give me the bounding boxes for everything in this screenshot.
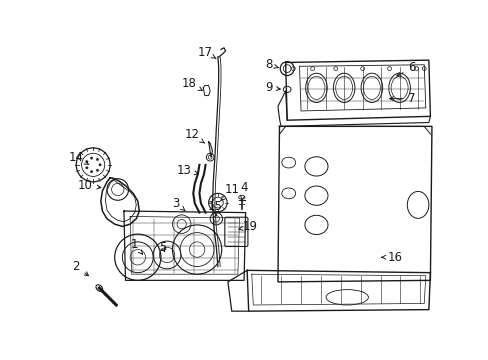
Text: 11: 11: [220, 183, 239, 201]
Text: 16: 16: [381, 251, 402, 264]
Text: 1: 1: [130, 238, 142, 254]
Text: 8: 8: [264, 58, 278, 71]
Text: 6: 6: [396, 61, 415, 76]
Text: 3: 3: [172, 197, 184, 211]
Text: 10: 10: [78, 179, 101, 192]
Text: 17: 17: [198, 46, 216, 59]
Text: 14: 14: [69, 150, 89, 165]
Circle shape: [85, 161, 88, 163]
Text: 13: 13: [176, 164, 198, 177]
Circle shape: [90, 171, 93, 173]
Text: 7: 7: [389, 92, 415, 105]
Text: 2: 2: [72, 260, 88, 276]
Circle shape: [99, 164, 101, 166]
Text: 9: 9: [264, 81, 280, 94]
Circle shape: [96, 158, 99, 161]
Text: 5: 5: [159, 241, 166, 254]
Circle shape: [96, 169, 99, 171]
Circle shape: [85, 167, 88, 169]
Text: 4: 4: [240, 181, 247, 200]
Text: 15: 15: [207, 200, 222, 216]
Text: 19: 19: [239, 220, 257, 233]
Text: 12: 12: [184, 127, 204, 143]
Text: 18: 18: [181, 77, 202, 90]
Circle shape: [90, 157, 93, 159]
